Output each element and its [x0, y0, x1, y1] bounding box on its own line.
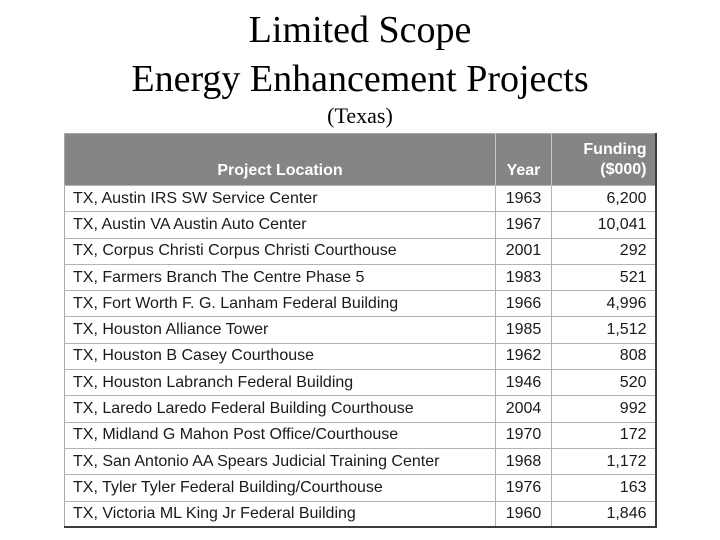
table-row: TX, Laredo Laredo Federal Building Court… — [64, 395, 656, 423]
cell-year: 2001 — [495, 237, 552, 265]
table-row: TX, Houston Labranch Federal Building 194… — [64, 369, 656, 396]
cell-location: TX, Midland G Mahon Post Office/Courthou… — [64, 421, 496, 449]
cell-year: 1985 — [495, 316, 552, 344]
cell-location: TX, Austin IRS SW Service Center — [64, 184, 496, 212]
cell-funding: 1,512 — [551, 316, 656, 344]
cell-year: 1963 — [495, 184, 552, 212]
cell-funding: 163 — [551, 474, 656, 502]
projects-table: Project Location Year Funding ($000) TX,… — [64, 133, 657, 529]
cell-funding: 1,846 — [551, 500, 656, 528]
cell-year: 1966 — [495, 290, 552, 317]
table-row: TX, San Antonio AA Spears Judicial Train… — [64, 447, 656, 475]
table-row: TX, Austin VA Austin Auto Center 1967 10,0… — [64, 211, 656, 239]
table-row: TX, Victoria ML King Jr Federal Building… — [64, 500, 656, 528]
cell-year: 1976 — [495, 474, 552, 502]
table-row: TX, Houston B Casey Courthouse 1962 808 — [64, 342, 656, 370]
table-body: TX, Austin IRS SW Service Center 1963 6,20… — [64, 184, 656, 528]
cell-year: 1968 — [495, 447, 552, 475]
cell-location: TX, Austin VA Austin Auto Center — [64, 211, 496, 239]
cell-location: TX, Corpus Christi Corpus Christi Courth… — [64, 237, 496, 265]
cell-funding: 1,172 — [551, 447, 656, 475]
slide-title: Limited Scope Energy Enhancement Project… — [0, 6, 720, 104]
title-line-1: Limited Scope — [248, 9, 472, 51]
column-header-year: Year — [495, 133, 552, 186]
slide-subtitle: (Texas) — [327, 103, 393, 128]
cell-funding: 521 — [551, 263, 656, 291]
table-row: TX, Farmers Branch The Centre Phase 5 198… — [64, 263, 656, 291]
cell-funding: 4,996 — [551, 290, 656, 317]
table-row: TX, Midland G Mahon Post Office/Courthou… — [64, 421, 656, 449]
cell-location: TX, Victoria ML King Jr Federal Building — [64, 500, 496, 528]
table-row: TX, Corpus Christi Corpus Christi Courth… — [64, 237, 656, 265]
cell-location: TX, Houston Alliance Tower — [64, 316, 496, 344]
cell-funding: 292 — [551, 237, 656, 265]
cell-year: 2004 — [495, 395, 552, 423]
column-header-project-location: Project Location — [64, 133, 496, 186]
cell-location: TX, Tyler Tyler Federal Building/Courtho… — [64, 474, 496, 502]
table-header-row: Project Location Year Funding ($000) — [64, 133, 656, 186]
table-row: TX, Fort Worth F. G. Lanham Federal Buil… — [64, 290, 656, 317]
cell-funding: 992 — [551, 395, 656, 423]
cell-year: 1946 — [495, 369, 552, 396]
cell-funding: 520 — [551, 369, 656, 396]
table-row: TX, Houston Alliance Tower 1985 1,512 — [64, 316, 656, 344]
cell-location: TX, Houston Labranch Federal Building — [64, 369, 496, 396]
cell-location: TX, Fort Worth F. G. Lanham Federal Buil… — [64, 290, 496, 317]
cell-year: 1960 — [495, 500, 552, 528]
cell-funding: 6,200 — [551, 184, 656, 212]
cell-year: 1970 — [495, 421, 552, 449]
cell-location: TX, Houston B Casey Courthouse — [64, 342, 496, 370]
cell-year: 1983 — [495, 263, 552, 291]
cell-year: 1962 — [495, 342, 552, 370]
title-line-2: Energy Enhancement Projects — [131, 58, 589, 100]
table-row: TX, Austin IRS SW Service Center 1963 6,20… — [64, 184, 656, 212]
cell-location: TX, San Antonio AA Spears Judicial Train… — [64, 447, 496, 475]
cell-year: 1967 — [495, 211, 552, 239]
cell-funding: 10,041 — [551, 211, 656, 239]
table-row: TX, Tyler Tyler Federal Building/Courtho… — [64, 474, 656, 502]
cell-funding: 172 — [551, 421, 656, 449]
cell-location: TX, Laredo Laredo Federal Building Court… — [64, 395, 496, 423]
cell-location: TX, Farmers Branch The Centre Phase 5 — [64, 263, 496, 291]
cell-funding: 808 — [551, 342, 656, 370]
column-header-funding: Funding ($000) — [551, 133, 656, 186]
